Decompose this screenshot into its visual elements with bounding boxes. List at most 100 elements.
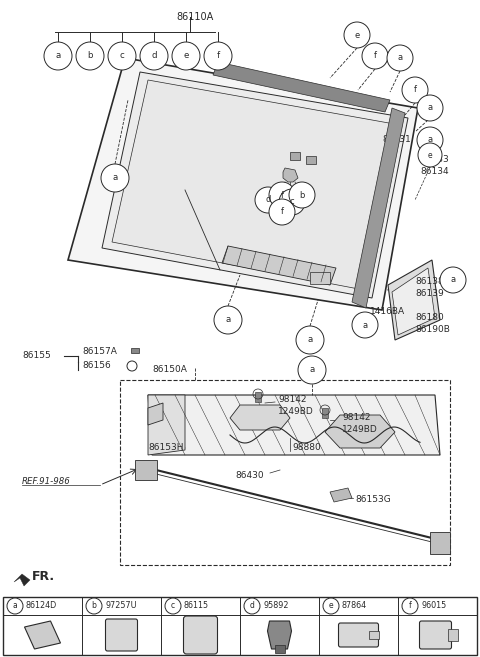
Text: 86110A: 86110A xyxy=(176,12,214,22)
Text: 86156: 86156 xyxy=(82,361,111,371)
Circle shape xyxy=(44,42,72,70)
Text: 86153G: 86153G xyxy=(355,495,391,505)
Circle shape xyxy=(172,42,200,70)
Text: 96015: 96015 xyxy=(421,602,446,610)
Polygon shape xyxy=(213,62,390,112)
Circle shape xyxy=(418,143,442,167)
Text: 86430: 86430 xyxy=(235,470,264,480)
Text: b: b xyxy=(87,51,93,60)
Text: f: f xyxy=(280,208,284,217)
Polygon shape xyxy=(267,621,291,649)
Polygon shape xyxy=(148,395,185,455)
Text: a: a xyxy=(307,336,312,344)
Text: 86157A: 86157A xyxy=(82,348,117,357)
Bar xyxy=(120,380,450,565)
Circle shape xyxy=(387,45,413,71)
Text: a: a xyxy=(112,173,118,183)
Text: 1416BA: 1416BA xyxy=(370,307,405,317)
FancyBboxPatch shape xyxy=(183,616,217,654)
Text: c: c xyxy=(171,602,175,610)
Bar xyxy=(322,408,328,418)
Polygon shape xyxy=(14,574,30,586)
Circle shape xyxy=(244,598,260,614)
Circle shape xyxy=(362,43,388,69)
Polygon shape xyxy=(388,260,440,340)
Circle shape xyxy=(269,199,295,225)
Polygon shape xyxy=(330,488,352,502)
Text: 86139: 86139 xyxy=(415,288,444,298)
Circle shape xyxy=(402,77,428,103)
Text: b: b xyxy=(300,191,305,200)
Bar xyxy=(290,152,300,160)
Text: 86180: 86180 xyxy=(415,313,444,323)
Text: 86124D: 86124D xyxy=(26,602,57,610)
Text: a: a xyxy=(427,135,432,145)
Circle shape xyxy=(269,182,295,208)
Text: c: c xyxy=(120,51,124,60)
Polygon shape xyxy=(230,405,290,430)
Polygon shape xyxy=(102,72,408,298)
Text: 98142: 98142 xyxy=(278,396,307,405)
Polygon shape xyxy=(148,403,163,425)
FancyBboxPatch shape xyxy=(420,621,452,649)
Text: e: e xyxy=(329,602,333,610)
Text: f: f xyxy=(280,191,284,200)
Circle shape xyxy=(440,267,466,293)
Text: 86155: 86155 xyxy=(22,351,51,361)
Circle shape xyxy=(417,127,443,153)
Text: a: a xyxy=(397,53,403,62)
Text: 1249BD: 1249BD xyxy=(278,407,314,417)
Text: 86134: 86134 xyxy=(420,168,449,177)
Bar xyxy=(310,272,330,284)
Text: 87864: 87864 xyxy=(342,602,367,610)
Text: e: e xyxy=(354,30,360,39)
Circle shape xyxy=(298,356,326,384)
Bar xyxy=(255,392,261,402)
Circle shape xyxy=(204,42,232,70)
Text: a: a xyxy=(55,51,60,60)
Polygon shape xyxy=(392,268,435,335)
Text: e: e xyxy=(428,150,432,160)
Text: a: a xyxy=(362,321,368,330)
Bar xyxy=(135,460,157,480)
Bar xyxy=(3,597,477,655)
Text: f: f xyxy=(373,51,376,60)
Text: f: f xyxy=(216,51,219,60)
Text: b: b xyxy=(92,602,96,610)
Circle shape xyxy=(76,42,104,70)
Polygon shape xyxy=(325,415,395,448)
Circle shape xyxy=(86,598,102,614)
Text: c: c xyxy=(290,198,294,206)
Circle shape xyxy=(101,164,129,192)
Text: d: d xyxy=(250,602,254,610)
Circle shape xyxy=(214,306,242,334)
Text: d: d xyxy=(151,51,157,60)
Circle shape xyxy=(255,187,281,213)
Circle shape xyxy=(296,326,324,354)
Bar xyxy=(306,156,316,164)
Text: 86153H: 86153H xyxy=(148,443,183,453)
Circle shape xyxy=(289,182,315,208)
Bar xyxy=(275,645,285,653)
Circle shape xyxy=(127,361,137,371)
Text: 98142: 98142 xyxy=(342,413,371,422)
Text: FR.: FR. xyxy=(32,570,55,583)
FancyBboxPatch shape xyxy=(338,623,379,647)
Circle shape xyxy=(352,312,378,338)
Circle shape xyxy=(402,598,418,614)
Bar xyxy=(369,631,379,639)
Circle shape xyxy=(140,42,168,70)
Text: a: a xyxy=(310,365,314,374)
Text: 95892: 95892 xyxy=(263,602,288,610)
Text: f: f xyxy=(413,85,417,95)
Polygon shape xyxy=(352,108,405,308)
Bar xyxy=(447,629,457,641)
Circle shape xyxy=(108,42,136,70)
Circle shape xyxy=(7,598,23,614)
Text: 1249BD: 1249BD xyxy=(342,426,378,434)
Text: REF.91-986: REF.91-986 xyxy=(22,478,71,486)
Polygon shape xyxy=(24,621,60,649)
Text: 98880: 98880 xyxy=(292,443,321,453)
Bar xyxy=(131,348,139,353)
Text: a: a xyxy=(450,275,456,284)
